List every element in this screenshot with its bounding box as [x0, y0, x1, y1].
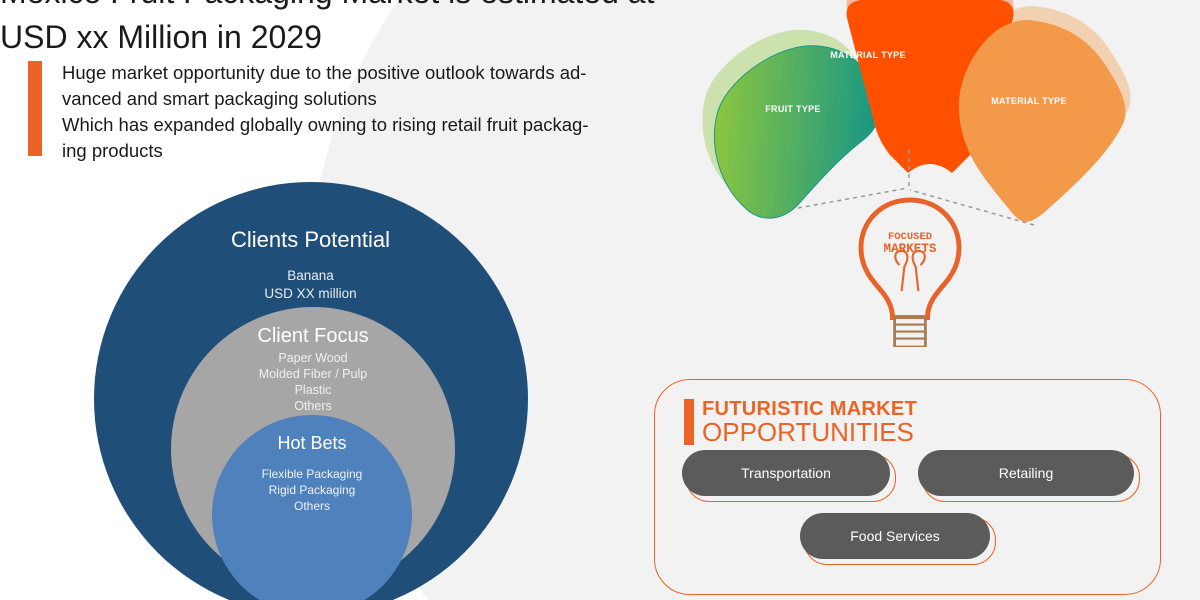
svg-text:MARKETS: MARKETS: [884, 242, 937, 256]
svg-text:MATERIAL TYPE: MATERIAL TYPE: [830, 50, 906, 60]
svg-text:FRUIT TYPE: FRUIT TYPE: [765, 104, 821, 114]
svg-text:MATERIAL TYPE: MATERIAL TYPE: [991, 96, 1067, 106]
